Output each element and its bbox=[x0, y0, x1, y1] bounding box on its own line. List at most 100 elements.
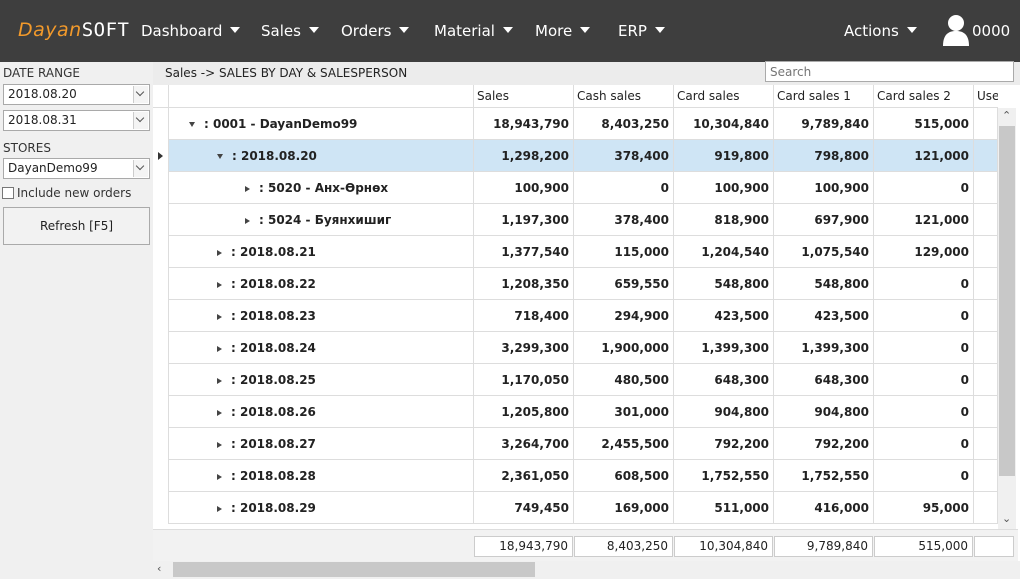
tree-expand-icon[interactable] bbox=[217, 281, 222, 288]
date-to-picker[interactable]: 2018.08.31 bbox=[3, 110, 150, 131]
table-cell: 1,208,350 bbox=[474, 268, 574, 300]
nav-menu-orders[interactable]: Orders bbox=[341, 22, 410, 40]
user-icon[interactable] bbox=[942, 14, 970, 46]
refresh-button[interactable]: Refresh [F5] bbox=[3, 207, 150, 245]
dropdown-arrow-icon[interactable] bbox=[133, 112, 148, 129]
scroll-down-icon[interactable]: ⌄ bbox=[1002, 512, 1012, 525]
nav-menu-actions[interactable]: Actions bbox=[844, 22, 917, 40]
table-cell: 423,500 bbox=[674, 300, 774, 332]
column-header-sales[interactable]: Sales bbox=[474, 85, 574, 108]
table-cell: 2,361,050 bbox=[474, 460, 574, 492]
column-header-use[interactable]: Use bbox=[974, 85, 998, 108]
tree-cell[interactable]: : 2018.08.22 bbox=[169, 268, 474, 300]
tree-expand-icon[interactable] bbox=[217, 345, 222, 352]
table-row[interactable]: : 5024 - Буянхишиг 1,197,300 378,400 818,90… bbox=[153, 204, 998, 236]
vertical-scrollbar[interactable]: ⌃ ⌄ bbox=[998, 108, 1016, 529]
table-row[interactable]: : 2018.08.27 3,264,700 2,455,500 792,200 792… bbox=[153, 428, 998, 460]
row-indicator[interactable] bbox=[153, 332, 169, 364]
row-indicator[interactable] bbox=[153, 172, 169, 204]
scroll-left-icon[interactable]: ‹ bbox=[157, 562, 162, 575]
table-cell: 294,900 bbox=[574, 300, 674, 332]
tree-expand-icon[interactable] bbox=[217, 313, 222, 320]
nav-menu-dashboard[interactable]: Dashboard bbox=[141, 22, 241, 40]
tree-expand-icon[interactable] bbox=[217, 505, 222, 512]
table-row[interactable]: : 0001 - DayanDemo99 18,943,790 8,403,250 1… bbox=[153, 108, 998, 140]
column-header-card-sales[interactable]: Card sales bbox=[674, 85, 774, 108]
vertical-scroll-thumb[interactable] bbox=[999, 126, 1015, 476]
tree-expand-icon[interactable] bbox=[217, 249, 222, 256]
tree-cell[interactable]: : 5020 - Анх-Өрнөх bbox=[169, 172, 474, 204]
tree-cell[interactable]: : 2018.08.20 bbox=[169, 140, 474, 172]
tree-cell[interactable]: : 2018.08.25 bbox=[169, 364, 474, 396]
row-indicator[interactable] bbox=[153, 300, 169, 332]
row-indicator[interactable] bbox=[153, 428, 169, 460]
tree-cell[interactable]: : 0001 - DayanDemo99 bbox=[169, 108, 474, 140]
table-row[interactable]: : 2018.08.29 749,450 169,000 511,000 416,000… bbox=[153, 492, 998, 524]
nav-menu-sales[interactable]: Sales bbox=[261, 22, 319, 40]
dropdown-arrow-icon[interactable] bbox=[133, 86, 148, 103]
nav-menu-erp[interactable]: ERP bbox=[618, 22, 665, 40]
include-new-orders-label[interactable]: Include new orders bbox=[17, 186, 132, 200]
date-from-picker[interactable]: 2018.08.20 bbox=[3, 84, 150, 105]
table-row[interactable]: : 2018.08.26 1,205,800 301,000 904,800 904,8… bbox=[153, 396, 998, 428]
tree-expand-icon[interactable] bbox=[217, 441, 222, 448]
nav-menu-material[interactable]: Material bbox=[434, 22, 513, 40]
tree-cell[interactable]: : 2018.08.29 bbox=[169, 492, 474, 524]
nav-menu-more[interactable]: More bbox=[535, 22, 591, 40]
table-cell: 904,800 bbox=[774, 396, 874, 428]
row-indicator[interactable] bbox=[153, 204, 169, 236]
dropdown-arrow-icon[interactable] bbox=[133, 160, 148, 177]
table-cell: 121,000 bbox=[874, 140, 974, 172]
table-cell: 0 bbox=[874, 460, 974, 492]
search-input[interactable] bbox=[765, 61, 1014, 82]
row-indicator[interactable] bbox=[153, 396, 169, 428]
tree-expand-icon[interactable] bbox=[245, 217, 250, 224]
table-row[interactable]: : 2018.08.28 2,361,050 608,500 1,752,550 1,7… bbox=[153, 460, 998, 492]
store-select[interactable]: DayanDemo99 bbox=[3, 158, 150, 179]
table-row[interactable]: : 2018.08.22 1,208,350 659,550 548,800 548,8… bbox=[153, 268, 998, 300]
tree-cell[interactable]: : 2018.08.21 bbox=[169, 236, 474, 268]
row-indicator[interactable] bbox=[153, 236, 169, 268]
table-row[interactable]: : 2018.08.24 3,299,300 1,900,000 1,399,300 1… bbox=[153, 332, 998, 364]
scroll-up-icon[interactable]: ⌃ bbox=[1002, 109, 1012, 122]
caret-down-icon bbox=[580, 26, 591, 33]
table-row[interactable]: : 2018.08.21 1,377,540 115,000 1,204,540 1,0… bbox=[153, 236, 998, 268]
tree-collapse-icon[interactable] bbox=[189, 122, 195, 127]
column-header-card-sales-1[interactable]: Card sales 1 bbox=[774, 85, 874, 108]
tree-column-header[interactable] bbox=[169, 85, 474, 108]
tree-collapse-icon[interactable] bbox=[217, 154, 223, 159]
tree-cell[interactable]: : 5024 - Буянхишиг bbox=[169, 204, 474, 236]
row-indicator-header bbox=[153, 85, 169, 108]
tree-expand-icon[interactable] bbox=[217, 473, 222, 480]
table-cell: 1,075,540 bbox=[774, 236, 874, 268]
tree-node-label: : 2018.08.23 bbox=[231, 309, 316, 323]
tree-cell[interactable]: : 2018.08.28 bbox=[169, 460, 474, 492]
row-indicator[interactable] bbox=[153, 268, 169, 300]
table-row[interactable]: : 2018.08.20 1,298,200 378,400 919,800 798,8… bbox=[153, 140, 998, 172]
table-row[interactable]: : 2018.08.25 1,170,050 480,500 648,300 648,3… bbox=[153, 364, 998, 396]
horizontal-scroll-thumb[interactable] bbox=[173, 562, 535, 577]
user-name[interactable]: 0000 bbox=[972, 22, 1011, 40]
column-header-card-sales-2[interactable]: Card sales 2 bbox=[874, 85, 974, 108]
tree-cell[interactable]: : 2018.08.23 bbox=[169, 300, 474, 332]
tree-cell[interactable]: : 2018.08.27 bbox=[169, 428, 474, 460]
table-cell: 792,200 bbox=[774, 428, 874, 460]
tree-expand-icon[interactable] bbox=[217, 377, 222, 384]
table-row[interactable]: : 5020 - Анх-Өрнөх 100,900 0 100,900 100,900… bbox=[153, 172, 998, 204]
tree-expand-icon[interactable] bbox=[217, 409, 222, 416]
tree-cell[interactable]: : 2018.08.26 bbox=[169, 396, 474, 428]
table-cell: 659,550 bbox=[574, 268, 674, 300]
row-indicator[interactable] bbox=[153, 140, 169, 172]
date-range-label: DATE RANGE bbox=[3, 66, 80, 80]
row-indicator[interactable] bbox=[153, 108, 169, 140]
tree-expand-icon[interactable] bbox=[245, 185, 250, 192]
row-indicator[interactable] bbox=[153, 492, 169, 524]
row-indicator[interactable] bbox=[153, 460, 169, 492]
include-new-orders-checkbox[interactable] bbox=[2, 187, 14, 199]
table-row[interactable]: : 2018.08.23 718,400 294,900 423,500 423,500… bbox=[153, 300, 998, 332]
column-header-cash-sales[interactable]: Cash sales bbox=[574, 85, 674, 108]
row-indicator[interactable] bbox=[153, 364, 169, 396]
tree-cell[interactable]: : 2018.08.24 bbox=[169, 332, 474, 364]
app-logo[interactable]: DayanSOFT bbox=[18, 19, 130, 41]
horizontal-scrollbar[interactable]: ‹ bbox=[153, 561, 1020, 579]
